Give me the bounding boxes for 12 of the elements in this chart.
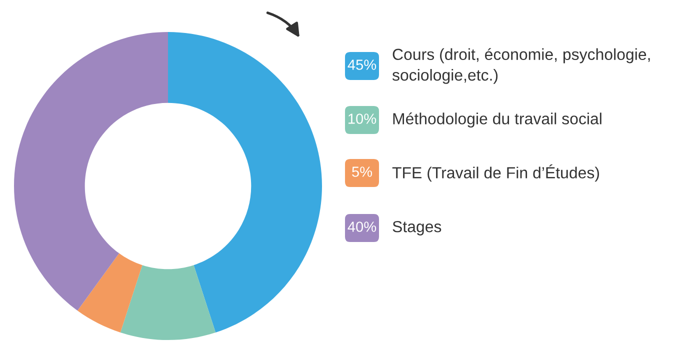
legend-label: TFE (Travail de Fin d’Études) xyxy=(392,164,599,182)
data-label: 40% xyxy=(348,222,376,232)
data-label: 5% xyxy=(352,166,372,177)
legend-label: Méthodologie du travail social xyxy=(393,112,602,128)
data-label: 45% xyxy=(348,60,376,70)
donut-slice xyxy=(77,253,142,332)
donut-slice xyxy=(168,32,322,332)
data-label: 10% xyxy=(348,114,376,124)
donut-slice xyxy=(120,265,216,340)
legend-label: Stages xyxy=(392,220,442,236)
legend-label: Cours (droit, économie, psychologie, sociologie,etc.) xyxy=(392,48,650,84)
donut-slice xyxy=(14,32,168,311)
